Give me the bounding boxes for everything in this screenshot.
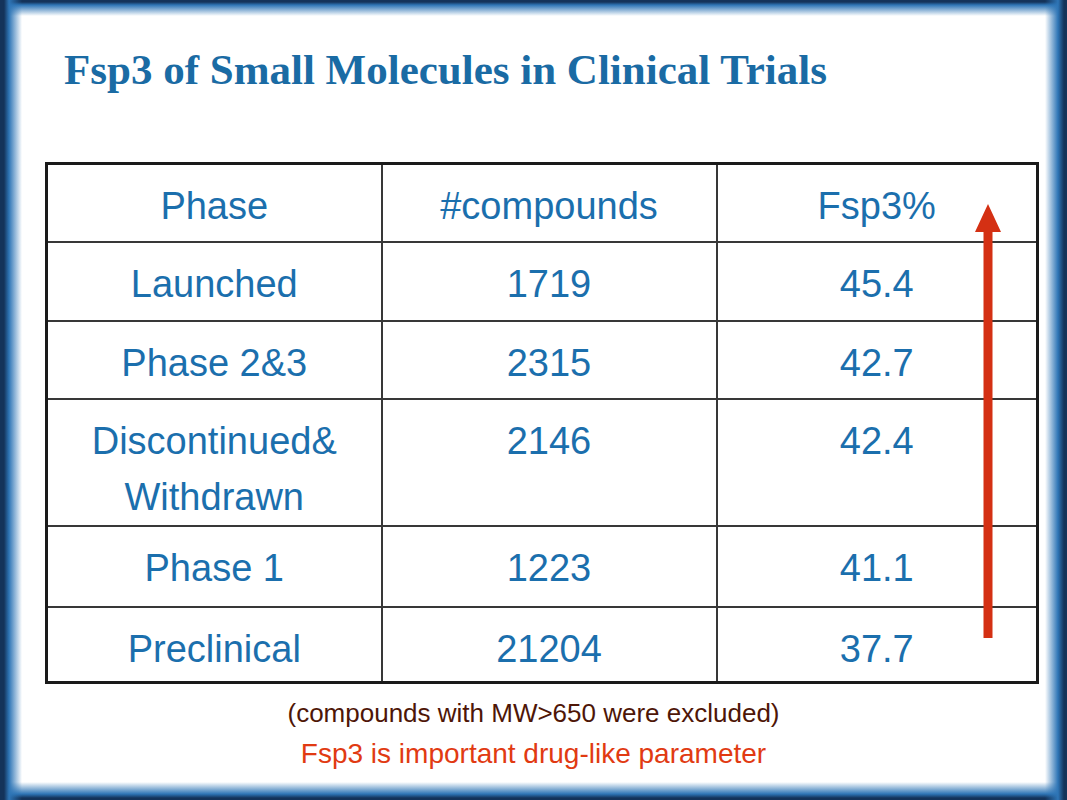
- compounds-cell: 2146: [382, 399, 717, 526]
- phase-cell: Preclinical: [47, 607, 382, 683]
- fsp3-table: Phase #compounds Fsp3% Launched171945.4P…: [45, 162, 1039, 684]
- phase-cell: Discontinued& Withdrawn: [47, 399, 382, 526]
- table-row: Preclinical2120437.7: [47, 607, 1038, 683]
- footnote-exclusion: (compounds with MW>650 were excluded): [0, 698, 1067, 729]
- phase-cell: Launched: [47, 242, 382, 321]
- compounds-cell: 1223: [382, 526, 717, 607]
- table-row: Phase 2&3231542.7: [47, 321, 1038, 399]
- compounds-cell: 1719: [382, 242, 717, 321]
- phase-cell: Phase 2&3: [47, 321, 382, 399]
- frame-border-right: [1045, 0, 1067, 800]
- table-row: Launched171945.4: [47, 242, 1038, 321]
- arrow-shape: [975, 204, 1001, 638]
- column-header-compounds: #compounds: [382, 164, 717, 242]
- table-row: Phase 1122341.1: [47, 526, 1038, 607]
- phase-cell: Phase 1: [47, 526, 382, 607]
- table-header-row: Phase #compounds Fsp3%: [47, 164, 1038, 242]
- slide: Fsp3 of Small Molecules in Clinical Tria…: [0, 0, 1067, 800]
- table-row: Discontinued& Withdrawn214642.4: [47, 399, 1038, 526]
- upward-trend-arrow: [972, 204, 1004, 638]
- compounds-cell: 2315: [382, 321, 717, 399]
- frame-border-bottom: [0, 782, 1067, 800]
- footnote-accent: Fsp3 is important drug-like parameter: [0, 738, 1067, 770]
- frame-border-top: [0, 0, 1067, 16]
- table-body: Launched171945.4Phase 2&3231542.7Discont…: [47, 242, 1038, 683]
- compounds-cell: 21204: [382, 607, 717, 683]
- table-head: Phase #compounds Fsp3%: [47, 164, 1038, 242]
- column-header-phase: Phase: [47, 164, 382, 242]
- frame-border-left: [0, 0, 22, 800]
- page-title: Fsp3 of Small Molecules in Clinical Tria…: [64, 44, 827, 96]
